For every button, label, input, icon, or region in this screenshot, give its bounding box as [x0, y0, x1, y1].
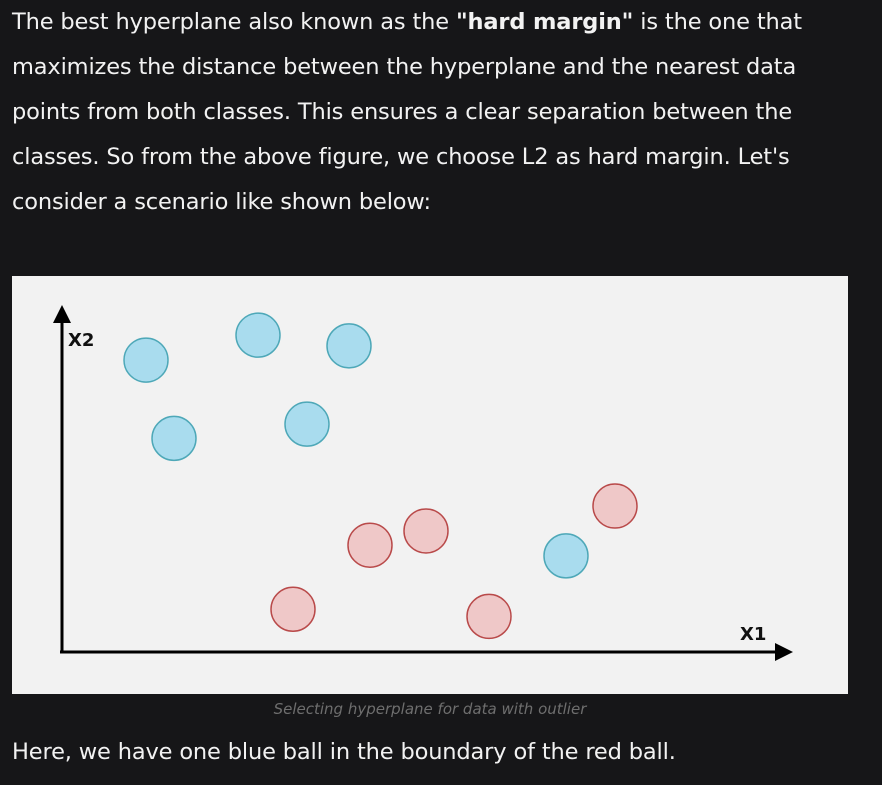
red-point-1 — [270, 586, 316, 633]
y-axis-label: X2 — [68, 330, 94, 351]
red-point-5 — [592, 483, 638, 529]
red-point-3 — [403, 508, 449, 554]
intro-text-end: is the one that maximizes the distance b… — [12, 9, 802, 215]
figure-caption: Selecting hyperplane for data with outli… — [273, 700, 587, 718]
data-points — [123, 312, 638, 640]
intro-text-start: The best hyperplane also known as the — [12, 9, 456, 35]
blue-point-6 — [543, 533, 589, 579]
scatter-chart: X2 X1 — [53, 305, 793, 661]
red-point-4 — [466, 593, 512, 640]
blue-point-4 — [284, 401, 330, 447]
intro-paragraph: The best hyperplane also known as the "h… — [12, 0, 862, 225]
hard-margin-term: "hard margin" — [455, 9, 634, 35]
followup-paragraph: Here, we have one blue ball in the bound… — [12, 739, 676, 765]
red-point-2 — [347, 522, 393, 568]
blue-point-5 — [326, 323, 372, 369]
x-axis-label: X1 — [740, 624, 766, 645]
scatter-figure: X2 X1 — [12, 276, 848, 694]
blue-point-1 — [123, 337, 169, 383]
blue-point-3 — [235, 312, 281, 358]
blue-point-2 — [151, 415, 197, 462]
